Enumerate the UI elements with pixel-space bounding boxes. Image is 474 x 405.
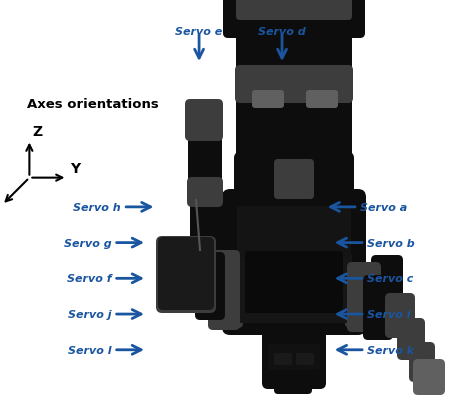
FancyBboxPatch shape — [280, 322, 308, 340]
FancyBboxPatch shape — [236, 9, 298, 79]
FancyBboxPatch shape — [236, 91, 298, 168]
Text: Axes orientations: Axes orientations — [27, 97, 159, 111]
FancyBboxPatch shape — [397, 318, 425, 360]
FancyBboxPatch shape — [289, 66, 353, 104]
FancyBboxPatch shape — [363, 275, 393, 340]
FancyBboxPatch shape — [222, 190, 366, 335]
FancyBboxPatch shape — [236, 0, 298, 21]
FancyBboxPatch shape — [245, 252, 343, 277]
Text: Servo d: Servo d — [258, 27, 306, 37]
FancyBboxPatch shape — [215, 269, 243, 328]
FancyBboxPatch shape — [413, 359, 445, 395]
Text: Servo e: Servo e — [175, 27, 223, 37]
FancyBboxPatch shape — [245, 293, 343, 313]
FancyBboxPatch shape — [188, 130, 222, 190]
FancyBboxPatch shape — [274, 368, 312, 394]
FancyBboxPatch shape — [345, 269, 373, 328]
FancyBboxPatch shape — [283, 0, 365, 39]
FancyBboxPatch shape — [158, 237, 214, 310]
FancyBboxPatch shape — [187, 177, 223, 207]
FancyBboxPatch shape — [236, 252, 352, 323]
Text: Servo i: Servo i — [367, 309, 411, 319]
FancyBboxPatch shape — [156, 237, 216, 313]
FancyBboxPatch shape — [347, 262, 381, 332]
FancyBboxPatch shape — [306, 91, 338, 109]
FancyBboxPatch shape — [237, 198, 351, 258]
Text: Servo f: Servo f — [67, 274, 111, 284]
FancyBboxPatch shape — [385, 293, 415, 338]
FancyBboxPatch shape — [235, 66, 299, 104]
FancyBboxPatch shape — [195, 252, 225, 320]
FancyBboxPatch shape — [274, 353, 292, 365]
FancyBboxPatch shape — [245, 275, 343, 295]
Text: Servo j: Servo j — [68, 309, 111, 319]
Text: Y: Y — [70, 161, 81, 175]
Text: Servo l: Servo l — [68, 345, 111, 355]
Text: Servo g: Servo g — [64, 238, 111, 248]
Text: Servo c: Servo c — [367, 274, 414, 284]
FancyBboxPatch shape — [252, 91, 284, 109]
FancyBboxPatch shape — [234, 153, 301, 207]
FancyBboxPatch shape — [296, 353, 314, 365]
FancyBboxPatch shape — [287, 153, 354, 207]
Text: Servo h: Servo h — [73, 202, 121, 212]
Text: Servo a: Servo a — [360, 202, 408, 212]
FancyBboxPatch shape — [274, 160, 314, 200]
FancyBboxPatch shape — [290, 0, 352, 21]
FancyBboxPatch shape — [185, 100, 223, 142]
FancyBboxPatch shape — [290, 9, 352, 79]
Text: Servo k: Servo k — [367, 345, 414, 355]
FancyBboxPatch shape — [208, 250, 240, 330]
FancyBboxPatch shape — [290, 91, 352, 168]
FancyBboxPatch shape — [371, 256, 403, 315]
FancyBboxPatch shape — [409, 342, 435, 382]
FancyBboxPatch shape — [223, 0, 305, 39]
FancyBboxPatch shape — [262, 329, 326, 389]
Text: Z: Z — [32, 124, 43, 138]
FancyBboxPatch shape — [268, 344, 320, 370]
FancyBboxPatch shape — [190, 196, 222, 260]
Text: Servo b: Servo b — [367, 238, 415, 248]
